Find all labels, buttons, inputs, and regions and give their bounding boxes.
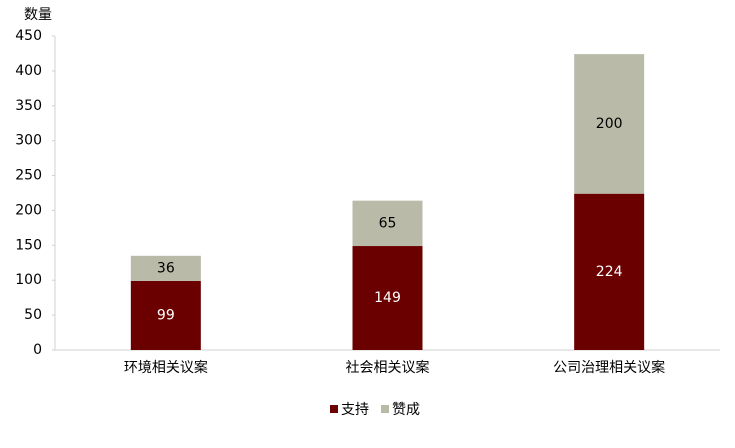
- x-tick-label: 环境相关议案: [124, 359, 208, 376]
- legend-label: 赞成: [392, 402, 420, 418]
- bar-segment: [130, 280, 201, 350]
- data-label: 65: [379, 215, 397, 231]
- data-label: 224: [596, 264, 623, 280]
- y-tick-label: 250: [15, 168, 42, 184]
- legend-label: 支持: [341, 402, 369, 418]
- y-tick-label: 350: [15, 98, 42, 114]
- y-tick-label: 150: [15, 237, 42, 253]
- y-tick-label: 300: [15, 133, 42, 149]
- x-tick-label: 社会相关议案: [346, 359, 430, 376]
- data-label: 149: [374, 290, 401, 306]
- bar-segment: [130, 255, 201, 281]
- y-tick-label: 100: [15, 272, 42, 288]
- data-label: 200: [596, 116, 623, 132]
- bar-segment: [352, 200, 423, 247]
- bar-segment: [352, 246, 423, 350]
- bar-segment: [574, 54, 645, 194]
- y-tick-label: 200: [15, 202, 42, 218]
- legend-swatch: [330, 405, 338, 413]
- legend-swatch: [381, 405, 389, 413]
- y-tick-label: 400: [15, 63, 42, 79]
- y-tick-label: 50: [24, 307, 42, 323]
- x-tick-label: 公司治理相关议案: [553, 359, 665, 376]
- data-label: 99: [157, 307, 175, 323]
- y-axis-label: 数量: [24, 7, 52, 23]
- data-label: 36: [157, 260, 175, 276]
- y-tick-label: 0: [33, 342, 42, 358]
- y-tick-label: 450: [15, 28, 42, 44]
- bar-segment: [574, 193, 645, 350]
